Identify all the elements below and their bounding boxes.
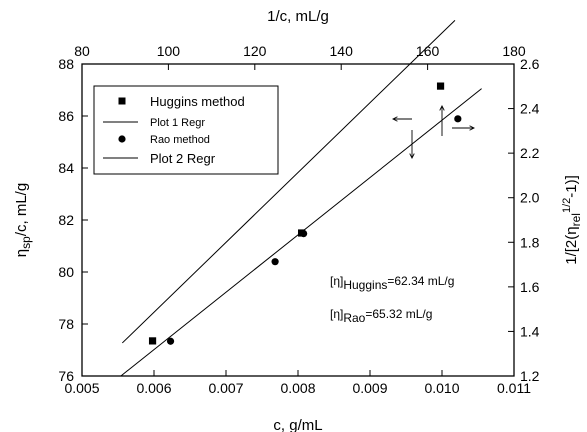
right-tick-label: 2.4	[520, 101, 540, 117]
y-left-title-eta: η	[13, 249, 30, 257]
y-right-title-part: rel	[569, 213, 583, 226]
legend: Huggins method Plot 1 Regr Rao method Pl…	[93, 85, 279, 175]
y-right-title-part: 1/[2(η	[563, 226, 580, 264]
left-tick-label: 84	[58, 160, 74, 176]
bottom-tick-label: 0.005	[64, 380, 99, 396]
x-axis-title-top: 1/c, mL/g	[267, 8, 329, 25]
annotation-huggins: [η]Huggins=62.34 mL/g	[330, 274, 454, 292]
left-tick-label: 76	[58, 368, 74, 384]
right-tick-label: 2.2	[520, 145, 540, 161]
legend-label-plot1: Plot 1 Regr	[150, 117, 205, 129]
annotation-huggins-bracket: [η]	[330, 274, 343, 288]
right-tick-label: 1.4	[520, 323, 540, 339]
right-tick-label: 2.6	[520, 56, 540, 72]
top-tick-label: 120	[243, 43, 267, 59]
plot-1-regr-line	[121, 19, 456, 344]
top-tick-label: 160	[416, 43, 440, 59]
right-tick-label: 1.6	[520, 279, 540, 295]
bottom-tick-label: 0.007	[208, 380, 243, 396]
left-tick-label: 88	[58, 56, 74, 72]
arrow-left-icon-head	[392, 116, 398, 122]
y-axis-title-right: 1/[2(ηrel1/2-1)]	[561, 175, 583, 265]
axis-arrows	[392, 105, 475, 159]
legend-marker-rao	[118, 135, 126, 143]
legend-label-plot2: Plot 2 Regr	[150, 151, 216, 166]
top-tick-label: 80	[74, 43, 90, 59]
arrow-up-icon-head	[439, 105, 445, 111]
legend-label-huggins: Huggins method	[150, 94, 245, 109]
huggins-point	[148, 337, 157, 345]
legend-label-rao: Rao method	[150, 134, 210, 146]
rao-point	[271, 258, 279, 266]
right-tick-label: 1.8	[520, 234, 540, 250]
y-left-title-rest: /c, mL/g	[13, 183, 30, 236]
left-tick-label: 80	[58, 264, 74, 280]
bottom-tick-label: 0.011	[497, 380, 531, 396]
annotation-rao-bracket: [η]	[330, 307, 343, 321]
legend-marker-huggins	[118, 97, 126, 105]
ticks-layer: 0.005 0.006 0.007 0.008 0.009 0.010 0.011 80 100…	[58, 43, 539, 396]
right-tick-label: 1.2	[520, 368, 540, 384]
rao-point	[300, 229, 308, 238]
huggins-point	[436, 82, 445, 90]
rao-point	[166, 337, 175, 345]
y-right-title-part: 1/2	[561, 198, 573, 213]
annotation-rao: [η]Rao=65.32 mL/g	[330, 307, 432, 325]
bottom-tick-label: 0.008	[280, 380, 315, 396]
rao-point	[454, 115, 462, 123]
y-axis-title-left: ηsp/c, mL/g	[13, 183, 33, 257]
annotation-huggins-sub: Huggins	[343, 278, 387, 292]
bottom-tick-label: 0.010	[424, 380, 459, 396]
top-tick-label: 180	[502, 43, 526, 59]
right-tick-label: 2.0	[520, 190, 540, 206]
arrow-right-icon-head	[469, 125, 475, 131]
left-tick-label: 86	[58, 108, 74, 124]
arrow-down-icon-head	[409, 153, 415, 159]
annotation-rao-value: =65.32 mL/g	[365, 307, 432, 321]
top-tick-label: 140	[330, 43, 354, 59]
annotation-huggins-value: =62.34 mL/g	[387, 274, 454, 288]
left-tick-label: 78	[58, 316, 74, 332]
regression-lines	[120, 19, 482, 377]
left-tick-label: 82	[58, 212, 74, 228]
data-points	[148, 82, 462, 345]
bottom-tick-label: 0.009	[352, 380, 387, 396]
x-axis-title-bottom: c, g/mL	[273, 417, 322, 432]
y-left-title-sub: sp	[19, 236, 33, 249]
top-tick-label: 100	[157, 43, 181, 59]
bottom-tick-label: 0.006	[136, 380, 171, 396]
annotation-rao-sub: Rao	[343, 311, 365, 325]
y-right-title-part: -1)]	[563, 175, 580, 198]
